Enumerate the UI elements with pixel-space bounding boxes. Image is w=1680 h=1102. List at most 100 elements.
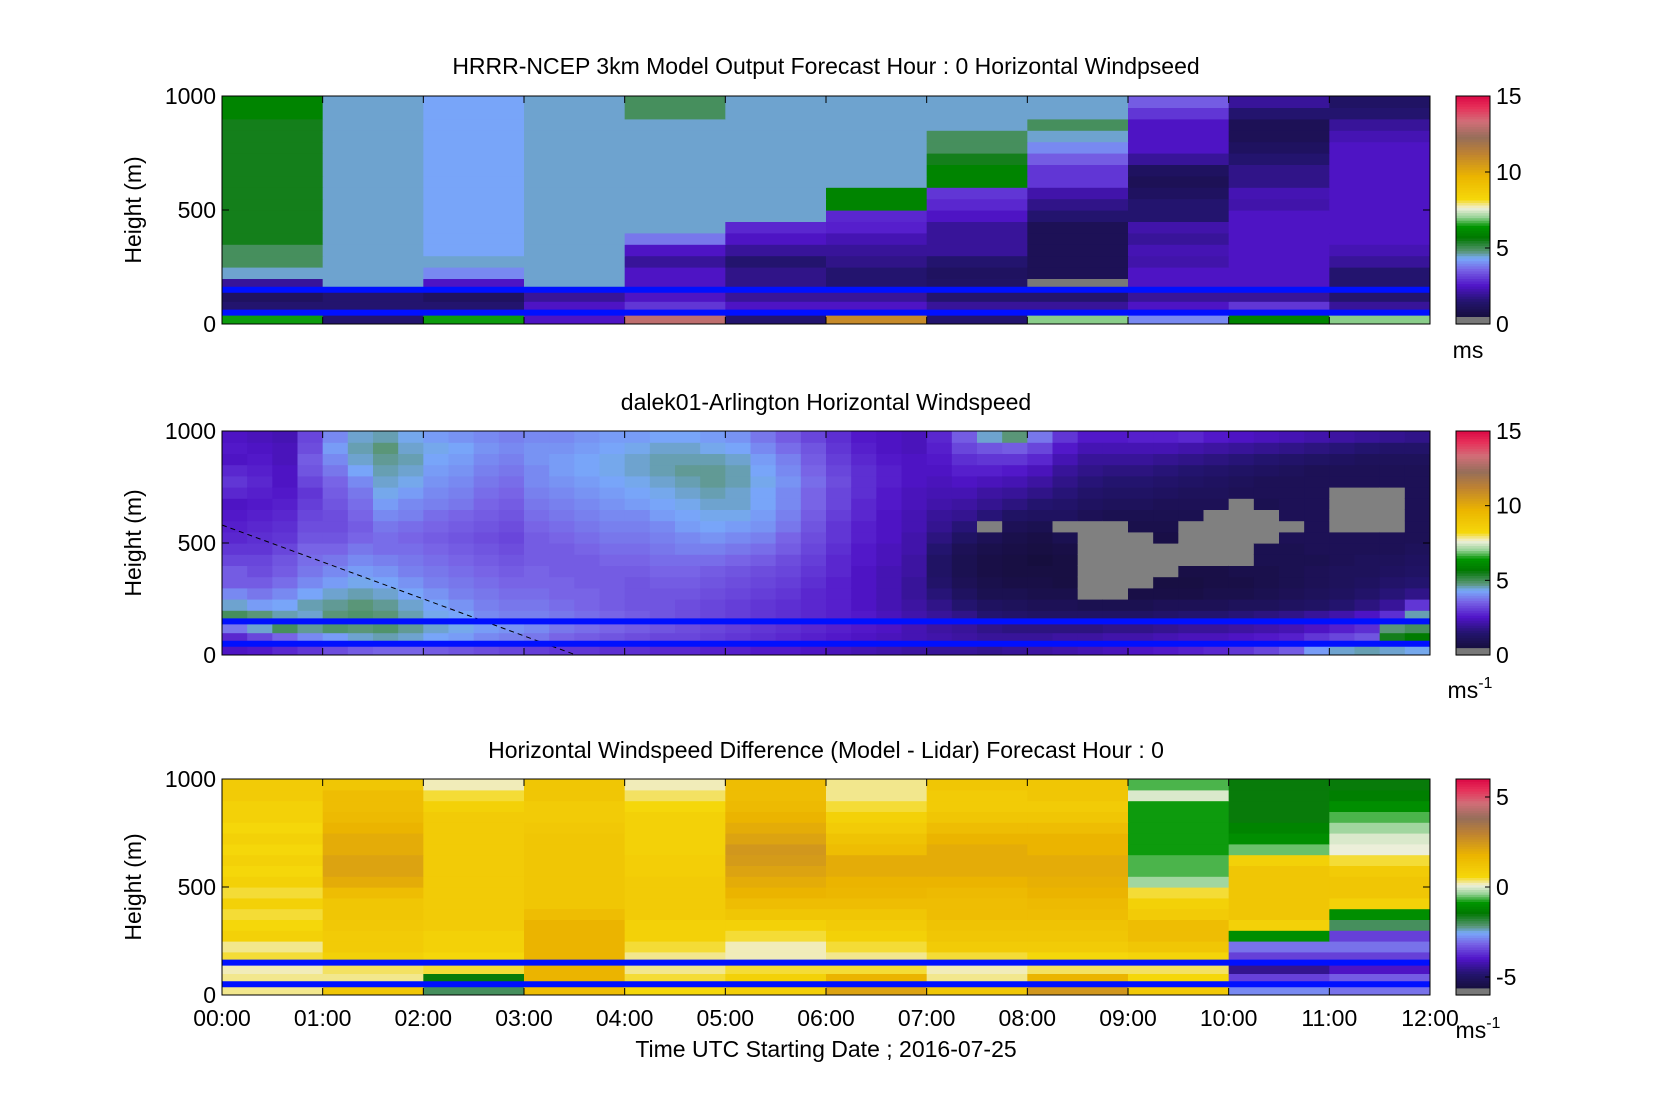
heat-cell <box>448 599 475 611</box>
heat-cell <box>1077 632 1104 645</box>
heat-cell <box>1379 431 1406 443</box>
heat-cell <box>1002 431 1028 443</box>
colorbar-swatch <box>1456 149 1490 153</box>
heat-cell <box>1153 554 1179 566</box>
heat-cell <box>649 453 676 466</box>
heat-cell <box>1329 130 1430 143</box>
heat-cell <box>876 599 903 611</box>
heat-cell <box>1228 509 1255 522</box>
colorbar-swatch <box>1456 803 1490 806</box>
heat-cell <box>297 643 324 655</box>
y-tick-label: 500 <box>178 530 216 556</box>
heat-cell <box>247 509 273 522</box>
heat-cell <box>750 554 777 566</box>
colorbar-tick-label: 10 <box>1496 159 1522 185</box>
heat-cell <box>222 565 248 578</box>
heat-cell <box>524 811 626 823</box>
heat-cell <box>1354 520 1381 533</box>
heat-cell <box>1304 643 1330 655</box>
heat-cell <box>775 453 802 466</box>
colorbar-tick-label: 5 <box>1496 567 1509 593</box>
heat-cell <box>524 822 626 834</box>
colorbar-frame <box>1455 430 1491 656</box>
heat-cell <box>800 531 827 544</box>
heat-cell <box>1178 576 1205 589</box>
heat-cell <box>1178 442 1205 454</box>
heat-cell <box>398 543 424 555</box>
heat-cell <box>1002 464 1028 477</box>
heat-cell <box>1077 498 1104 510</box>
heat-cell <box>851 487 877 499</box>
heat-cell <box>1279 487 1305 499</box>
colorbar-swatch <box>1456 146 1490 150</box>
heat-cell <box>1027 565 1054 578</box>
heat-cell <box>926 520 953 533</box>
heat-cell <box>725 509 752 522</box>
heat-cell <box>1228 244 1330 257</box>
heat-cell <box>901 565 928 578</box>
heat-cell <box>1379 498 1406 510</box>
heat-cell <box>851 565 877 578</box>
colorbar-swatch <box>1456 500 1490 504</box>
y-tick-label: 1000 <box>165 83 216 109</box>
heat-cell <box>1253 531 1280 544</box>
heat-cell <box>1279 576 1305 589</box>
heat-cell <box>423 632 450 645</box>
heat-cell <box>1027 531 1054 544</box>
colorbar-swatch <box>1456 545 1490 549</box>
heat-cell <box>524 232 626 245</box>
colorbar-swatch <box>1456 321 1490 325</box>
heat-cell <box>1052 531 1079 544</box>
heat-cell <box>347 632 374 645</box>
heat-cell <box>826 543 852 555</box>
colorbar-tick-label: 0 <box>1496 642 1509 668</box>
colorbar-swatch <box>1456 468 1490 472</box>
heat-cell <box>423 610 450 622</box>
heat-cell <box>1128 643 1154 655</box>
heat-cell <box>1153 621 1179 634</box>
colorbar-swatch <box>1456 433 1490 437</box>
colorbar-swatch <box>1456 851 1490 854</box>
heat-cell <box>1329 800 1430 812</box>
heat-cell <box>498 498 525 510</box>
heat-cell <box>800 442 827 454</box>
heat-cell <box>373 498 399 510</box>
heat-cell <box>599 554 626 566</box>
heat-cell <box>1077 531 1104 544</box>
heat-cell <box>322 498 349 510</box>
heat-cell <box>1002 576 1028 589</box>
heat-cell <box>1329 865 1430 877</box>
heat-cell <box>599 520 626 533</box>
heat-cell <box>700 610 726 622</box>
heat-cell <box>1304 453 1330 466</box>
heat-cell <box>1253 587 1280 600</box>
heat-cell <box>1102 576 1129 589</box>
heat-cell <box>649 587 676 600</box>
heat-cell <box>1027 833 1129 845</box>
heat-cell <box>1002 554 1028 566</box>
colorbar-swatch <box>1456 645 1490 649</box>
colorbar-swatch <box>1456 547 1490 552</box>
heat-cell <box>373 464 399 477</box>
heat-cell <box>1128 267 1230 279</box>
heat-cell <box>1052 632 1079 645</box>
heat-cell <box>977 599 1003 611</box>
heat-cell <box>574 543 601 555</box>
heat-cell <box>926 175 1028 188</box>
heat-cell <box>423 897 525 910</box>
heat-cell <box>1329 565 1356 578</box>
heat-cell <box>624 543 651 555</box>
heat-cell <box>498 576 525 589</box>
heat-cell <box>1379 531 1406 544</box>
colorbar-swatch <box>1456 288 1490 292</box>
heat-cell <box>1027 951 1129 964</box>
heat-cell <box>574 431 601 443</box>
heat-cell <box>826 255 928 268</box>
heat-cell <box>1228 822 1330 834</box>
colorbar-swatch <box>1456 513 1490 517</box>
heat-cell <box>951 599 978 611</box>
heat-cell <box>1228 520 1255 533</box>
colorbar-swatch <box>1456 483 1490 487</box>
heat-cell <box>675 498 701 510</box>
